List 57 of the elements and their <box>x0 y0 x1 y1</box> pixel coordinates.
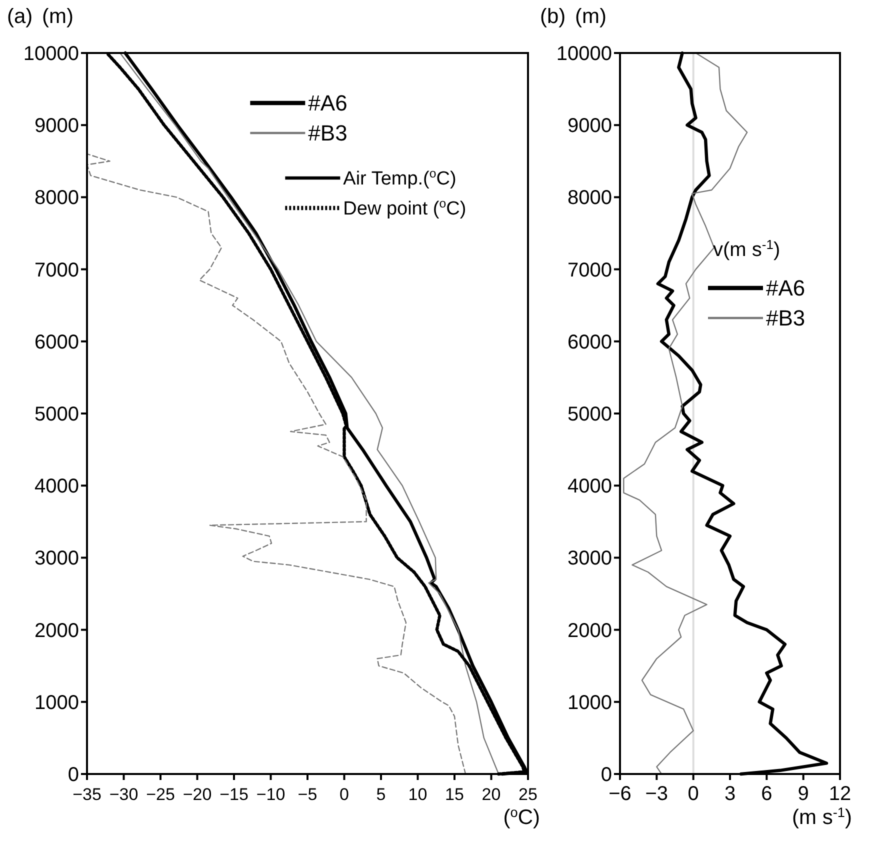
y-tick-label: 1000 <box>34 692 79 714</box>
y-tick-label: 9000 <box>568 115 612 138</box>
x-tick-label: −20 <box>182 785 212 804</box>
y-tick-label: 2000 <box>568 620 612 642</box>
x-tick-label: −5 <box>298 785 318 804</box>
x-tick-label: 12 <box>828 783 852 805</box>
y-tick-label: 2000 <box>34 620 79 642</box>
chart-title: (b) <box>540 5 566 28</box>
x-tick-label: −25 <box>146 785 175 804</box>
x-tick-label: 3 <box>724 783 736 805</box>
x-tick-label: 15 <box>445 785 464 804</box>
x-tick-label: 0 <box>688 783 699 805</box>
x-tick-label: −6 <box>608 783 632 805</box>
x-tick-label: 6 <box>761 783 772 805</box>
x-tick-label: 5 <box>376 785 386 804</box>
y-tick-label: 1000 <box>568 692 612 714</box>
y-tick-label: 6000 <box>34 331 79 354</box>
x-tick-label: 25 <box>518 785 538 804</box>
chart-title: (a) <box>7 5 33 28</box>
x-tick-label: 20 <box>482 785 501 804</box>
legend-label: #A6 <box>308 90 348 116</box>
x-axis-title: ($^{o}$C) <box>503 804 540 829</box>
legend-label: #B3 <box>766 306 806 331</box>
y-tick-label: 8000 <box>34 187 79 210</box>
y-tick-label: 8000 <box>568 187 612 210</box>
y-tick-label: 9000 <box>34 115 79 138</box>
x-tick-label: −30 <box>109 785 138 804</box>
annotation: Air Temp.($^{o}$C) <box>343 166 456 190</box>
y-axis-title: (m) <box>575 5 606 28</box>
y-tick-label: 5000 <box>568 404 612 426</box>
y-tick-label: 4000 <box>568 476 612 498</box>
x-tick-label: −35 <box>72 785 102 804</box>
y-tick-label: 10000 <box>556 43 612 65</box>
legend-label: #A6 <box>766 276 806 301</box>
y-tick-label: 0 <box>600 764 612 786</box>
x-tick-label: −15 <box>220 785 248 804</box>
y-tick-label: 3000 <box>34 548 79 570</box>
y-axis-title: (m) <box>42 5 74 28</box>
x-tick-label: −10 <box>256 785 286 804</box>
line-series <box>623 52 748 775</box>
y-tick-label: 4000 <box>34 476 79 498</box>
legend-title: v(m s$^{-1}$) <box>713 236 780 261</box>
x-tick-label: −3 <box>645 783 668 805</box>
y-tick-label: 7000 <box>34 259 79 282</box>
y-tick-label: 5000 <box>34 404 79 426</box>
y-tick-label: 0 <box>68 764 79 786</box>
x-tick-label: 0 <box>340 785 349 804</box>
y-tick-label: 10000 <box>23 43 79 65</box>
y-tick-label: 7000 <box>568 259 612 282</box>
line-series <box>86 153 466 775</box>
legend-label: #B3 <box>308 120 348 146</box>
x-tick-label: 10 <box>408 785 428 804</box>
y-tick-label: 3000 <box>568 548 612 570</box>
x-axis-title: (m s$^{-1}$) <box>792 804 852 829</box>
legend-label: Dew point ($^{o}$C) <box>343 196 466 220</box>
x-tick-label: 9 <box>798 783 809 805</box>
y-tick-label: 6000 <box>568 331 612 354</box>
